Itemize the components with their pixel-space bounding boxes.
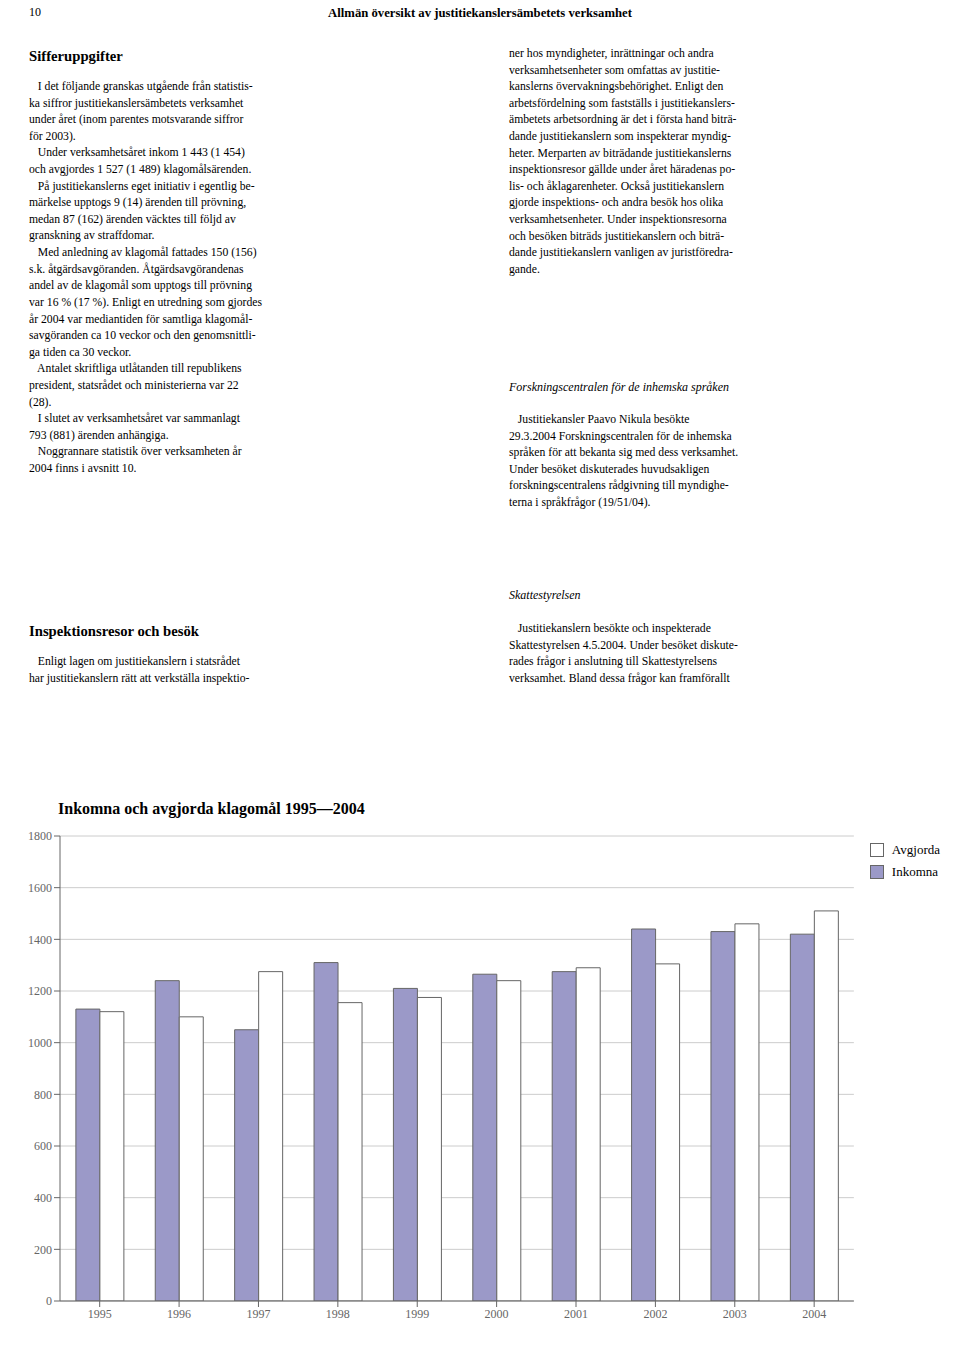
svg-text:2000: 2000 [485,1307,509,1321]
svg-text:1400: 1400 [28,933,52,947]
svg-text:1200: 1200 [28,984,52,998]
svg-text:2001: 2001 [564,1307,588,1321]
html-text:Inkomna och avgjorda klagomål: Inkomna och avgjorda klagomål 1995—2004 [58,800,365,817]
svg-text:2002: 2002 [643,1307,667,1321]
html-text:Forskningscentralen för de inh: Forskningscentralen för de inhemska språ… [509,380,729,394]
svg-text:200: 200 [34,1243,52,1257]
html-text:Skattestyrelsen: Skattestyrelsen [509,588,581,602]
html-text:ner hos myndigheter, inrättnin: ner hos myndigheter, inrättningar och an… [509,47,737,276]
svg-text:2003: 2003 [723,1307,747,1321]
svg-text:1999: 1999 [405,1307,429,1321]
html-text:I det följande granskas utgåen: I det följande granskas utgående från st… [29,80,263,475]
svg-text:1800: 1800 [28,829,52,843]
svg-text:2004: 2004 [802,1307,826,1321]
svg-text:0: 0 [46,1294,52,1308]
svg-text:1998: 1998 [326,1307,350,1321]
html-text:Sifferuppgifter: Sifferuppgifter [29,48,123,64]
html-text:Justitiekanslern besökte och i: Justitiekanslern besökte och inspekterad… [509,622,738,685]
html-text:Inspektionsresor och besök: Inspektionsresor och besök [29,623,199,639]
html-text:Justitiekansler Paavo Nikula b: Justitiekansler Paavo Nikula besökte 29.… [509,413,739,509]
svg-text:1600: 1600 [28,881,52,895]
html-text:10: 10 [29,5,41,19]
svg-text:400: 400 [34,1191,52,1205]
svg-text:1000: 1000 [28,1036,52,1050]
html-text:Enligt lagen om justitiekansle: Enligt lagen om justitiekanslern i stats… [29,655,250,685]
html-text:Allmän översikt av justitiekan: Allmän översikt av justitiekanslersämbet… [328,6,632,20]
svg-text:1995: 1995 [88,1307,112,1321]
svg-text:800: 800 [34,1088,52,1102]
svg-text:1996: 1996 [167,1307,191,1321]
svg-text:600: 600 [34,1139,52,1153]
html-text:Avgjorda: Avgjorda [891,842,940,857]
html-text:Inkomna: Inkomna [891,864,939,879]
svg-text:1997: 1997 [246,1307,270,1321]
